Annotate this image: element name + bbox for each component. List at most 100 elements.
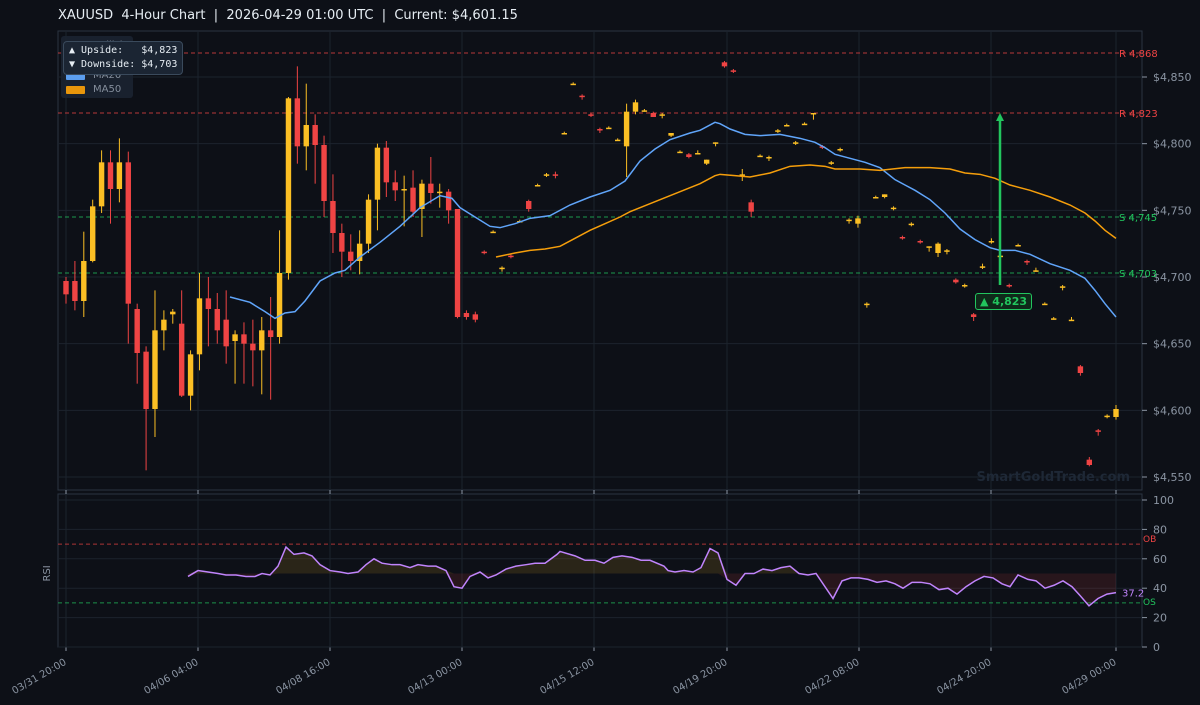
candle-body (303, 125, 309, 147)
x-tick-label: 04/08 16:00 (274, 657, 332, 697)
arrow-up-icon (996, 113, 1004, 121)
candle-body (641, 110, 648, 112)
candle-body (178, 323, 185, 396)
candle-body (125, 162, 131, 304)
candle-body (810, 113, 817, 115)
candle-body (873, 197, 879, 199)
candle-body (784, 125, 790, 127)
candle-body (766, 157, 772, 159)
candle-body (1042, 303, 1048, 306)
candle-body (801, 123, 808, 126)
candle-body (374, 147, 381, 200)
resistance-label: R 4,823 (1119, 109, 1158, 120)
watermark: SmartGoldTrade.com (976, 470, 1130, 485)
x-tick-label: 04/22 08:00 (803, 657, 861, 697)
candle-body (267, 330, 274, 337)
candle-body (828, 162, 834, 164)
x-tick-label: 04/19 20:00 (671, 657, 729, 697)
candle-body (437, 191, 443, 194)
candle-body (330, 201, 336, 233)
candle-body (134, 309, 140, 353)
candle-body (205, 298, 212, 309)
candle-body (570, 83, 576, 86)
candle-body (508, 255, 514, 258)
candle-body (757, 155, 763, 158)
candle-body (953, 279, 959, 283)
candle-body (703, 159, 710, 164)
candle-body (1051, 318, 1057, 320)
candle-body (890, 207, 897, 210)
rsi-tick-label: 60 (1153, 553, 1167, 566)
upside-text: ▲ Upside: $4,823 (69, 45, 178, 56)
candle-body (526, 201, 532, 209)
candle-body (1015, 245, 1021, 247)
rsi-line (187, 545, 1117, 607)
candle-body (1033, 270, 1039, 272)
candle-body (712, 142, 719, 144)
candle-body (312, 125, 318, 145)
candle-body (917, 241, 923, 243)
candle-body (72, 281, 78, 301)
legend-label: MA50 (93, 84, 122, 95)
candle-body (979, 266, 986, 268)
candle-body (1095, 430, 1101, 432)
candle-body (614, 139, 621, 142)
x-tick-label: 04/13 00:00 (406, 657, 464, 697)
candle-body (223, 319, 229, 347)
candle-body (81, 261, 87, 301)
candle-body (143, 351, 149, 409)
candle-body (881, 194, 888, 197)
candle-body (1068, 319, 1075, 322)
rsi-tick-label: 0 (1153, 641, 1160, 654)
candle-body (864, 303, 870, 306)
x-tick-label: 04/06 04:00 (142, 657, 200, 697)
candle-body (534, 185, 541, 187)
candle-body (348, 251, 354, 261)
rsi-last-value: 37.2 (1122, 588, 1144, 599)
candle-body (926, 246, 932, 248)
candle-body (472, 314, 479, 320)
y-tick-label: $4,650 (1153, 338, 1192, 351)
candle-body (695, 153, 701, 155)
candle-body (107, 162, 114, 189)
os-label: OS (1143, 598, 1156, 608)
legend-label: MA20 (93, 70, 122, 81)
y-tick-label: $4,800 (1153, 138, 1192, 151)
candle-body (739, 174, 745, 176)
legend-item-ma20: MA20 (66, 70, 121, 81)
candle-body (294, 98, 301, 147)
candle-body (89, 206, 96, 261)
candle-body (988, 241, 995, 243)
x-tick-label: 04/29 00:00 (1060, 657, 1118, 697)
candle-body (241, 334, 247, 344)
legend-item-ma50: MA50 (66, 84, 121, 95)
y-tick-label: $4,750 (1153, 204, 1192, 217)
rsi-axis-label: RSI (42, 565, 53, 581)
candle-body (250, 343, 256, 351)
y-tick-label: $4,700 (1153, 271, 1192, 284)
y-tick-label: $4,600 (1153, 404, 1192, 417)
candles (63, 61, 1119, 471)
candle-body (899, 237, 906, 239)
candle-body (499, 267, 505, 270)
candle-body (214, 309, 220, 331)
candle-body (632, 102, 639, 112)
candle-body (419, 183, 425, 209)
candle-body (1006, 285, 1012, 287)
candle-body (623, 111, 630, 147)
candle-body (1086, 459, 1093, 465)
candle-body (232, 334, 238, 341)
candle-body (161, 319, 167, 331)
candle-body (392, 182, 398, 191)
resistance-label: R 4,868 (1119, 49, 1158, 60)
candle-body (285, 98, 292, 273)
candle-body (401, 189, 407, 191)
candle-body (855, 218, 861, 224)
target-badge: ▲ 4,823 (975, 293, 1033, 310)
candle-body (677, 151, 683, 154)
downside-text: ▼ Downside: $4,703 (69, 59, 178, 70)
candle-body (321, 145, 327, 201)
candle-body (490, 231, 496, 234)
candle-body (908, 223, 915, 226)
